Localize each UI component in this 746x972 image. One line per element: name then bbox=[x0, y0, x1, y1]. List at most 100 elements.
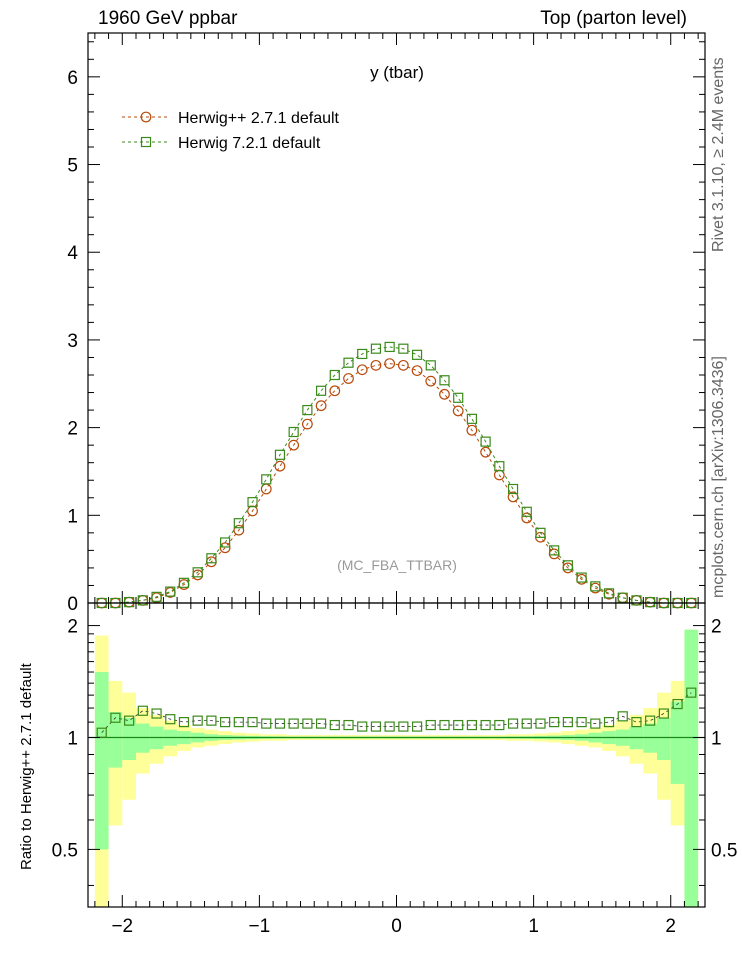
ratio-data-point bbox=[233, 716, 244, 728]
ratio-series-group bbox=[96, 687, 697, 738]
data-point-herwig7 bbox=[329, 369, 340, 381]
data-point-herwig7 bbox=[398, 343, 409, 354]
ratio-data-point bbox=[151, 708, 162, 719]
ratio-y-tick-label: 1 bbox=[67, 728, 78, 749]
data-point-herwig7 bbox=[590, 581, 601, 592]
ratio-data-point bbox=[521, 718, 532, 729]
data-point-herwigpp bbox=[466, 424, 478, 436]
data-point-herwig7 bbox=[302, 404, 313, 416]
legend-label: Herwig 7.2.1 default bbox=[178, 135, 321, 152]
ratio-data-point bbox=[178, 716, 190, 728]
data-point-herwigpp bbox=[274, 460, 286, 472]
data-point-herwig7 bbox=[603, 588, 615, 599]
ratio-data-point bbox=[357, 721, 368, 732]
ratio-data-point bbox=[165, 714, 176, 725]
ratio-data-point bbox=[507, 718, 519, 729]
ratio-y-tick-label-right: 1 bbox=[711, 728, 722, 749]
ratio-data-point bbox=[206, 715, 217, 726]
data-point-herwig7 bbox=[233, 518, 244, 529]
data-point-herwig7 bbox=[645, 597, 656, 608]
ratio-data-point bbox=[329, 719, 340, 731]
data-point-herwigpp bbox=[329, 385, 341, 397]
data-point-herwig7 bbox=[220, 537, 231, 548]
ratio-uncertainty-bands bbox=[94, 629, 699, 907]
data-point-herwig7 bbox=[165, 586, 176, 597]
ratio-data-point bbox=[672, 698, 683, 710]
ratio-data-point bbox=[480, 719, 491, 731]
x-tick-label: −2 bbox=[111, 916, 133, 937]
series-line-0 bbox=[101, 363, 692, 604]
data-point-herwig7 bbox=[192, 567, 203, 578]
data-point-herwigpp bbox=[233, 524, 245, 536]
data-point-herwigpp bbox=[480, 446, 492, 458]
x-tick-label: 0 bbox=[391, 916, 402, 937]
main-axis-ticks: 0 1 2 3 4 5 6 bbox=[67, 33, 705, 615]
data-point-herwigpp bbox=[452, 405, 464, 417]
ratio-y-tick-label: 2 bbox=[67, 617, 78, 638]
data-point-herwig7 bbox=[124, 597, 135, 608]
legend-label: Herwig++ 2.7.1 default bbox=[178, 110, 340, 127]
ratio-data-point bbox=[686, 687, 697, 698]
data-point-herwig7 bbox=[411, 349, 423, 360]
data-point-herwigpp bbox=[356, 364, 368, 376]
ratio-data-point bbox=[590, 718, 601, 729]
data-point-herwig7 bbox=[631, 595, 642, 606]
ratio-band-green bbox=[657, 717, 671, 760]
ratio-band-green bbox=[108, 712, 123, 768]
main-y-tick-label: 1 bbox=[67, 506, 78, 527]
ratio-data-point bbox=[343, 719, 354, 731]
legend-marker-circle bbox=[140, 111, 152, 123]
data-point-herwig7 bbox=[137, 595, 148, 606]
ratio-data-point bbox=[535, 718, 546, 729]
data-point-herwig7 bbox=[453, 392, 464, 403]
ratio-data-point bbox=[192, 715, 203, 726]
data-point-herwig7 bbox=[480, 436, 491, 447]
data-point-herwig7 bbox=[521, 506, 532, 517]
data-point-herwigpp bbox=[617, 592, 629, 604]
data-point-herwig7 bbox=[274, 449, 286, 460]
data-point-herwig7 bbox=[466, 413, 478, 424]
ratio-data-point bbox=[617, 711, 628, 722]
ratio-data-point bbox=[494, 719, 505, 731]
data-point-herwig7 bbox=[370, 343, 382, 354]
data-point-herwigpp bbox=[219, 542, 231, 554]
ratio-band-green bbox=[122, 717, 136, 760]
data-point-herwig7 bbox=[343, 357, 354, 368]
main-y-tick-label: 2 bbox=[67, 419, 78, 440]
ratio-data-point bbox=[411, 721, 423, 732]
data-point-herwig7 bbox=[617, 592, 628, 603]
ratio-data-point bbox=[247, 716, 258, 728]
data-point-herwigpp bbox=[397, 359, 409, 371]
main-y-tick-label: 0 bbox=[67, 594, 78, 615]
ratio-band-green bbox=[643, 723, 658, 753]
ratio-data-point bbox=[398, 721, 409, 732]
ratio-data-point bbox=[288, 718, 299, 729]
ratio-data-point bbox=[384, 721, 395, 732]
data-point-herwigpp bbox=[315, 400, 327, 412]
ratio-data-point bbox=[439, 719, 450, 731]
ratio-band-green bbox=[670, 701, 685, 784]
ratio-data-point bbox=[96, 727, 107, 738]
ratio-band-green bbox=[135, 723, 150, 753]
main-y-tick-label: 6 bbox=[67, 68, 78, 89]
x-tick-label: 1 bbox=[528, 916, 539, 937]
data-point-herwig7 bbox=[206, 553, 217, 564]
ratio-axis-ticks: 0.5 0.5 1 1 2 2 −2 −1 0 1 2 bbox=[52, 603, 737, 937]
ratio-data-point bbox=[603, 716, 615, 728]
series-line-1 bbox=[101, 346, 692, 604]
data-point-herwigpp bbox=[521, 512, 533, 524]
ratio-data-point bbox=[302, 718, 313, 729]
ratio-data-point bbox=[549, 716, 560, 728]
data-point-herwig7 bbox=[178, 577, 190, 588]
data-point-herwigpp bbox=[411, 365, 423, 377]
ratio-data-point bbox=[453, 719, 464, 731]
data-point-herwig7 bbox=[494, 461, 505, 472]
data-point-herwigpp bbox=[343, 373, 354, 384]
data-point-herwigpp bbox=[370, 359, 382, 371]
x-tick-label: −1 bbox=[249, 916, 271, 937]
main-y-tick-label: 4 bbox=[67, 243, 78, 264]
ratio-data-point bbox=[274, 718, 286, 729]
ratio-data-point bbox=[315, 718, 327, 729]
data-point-herwig7 bbox=[247, 497, 258, 508]
